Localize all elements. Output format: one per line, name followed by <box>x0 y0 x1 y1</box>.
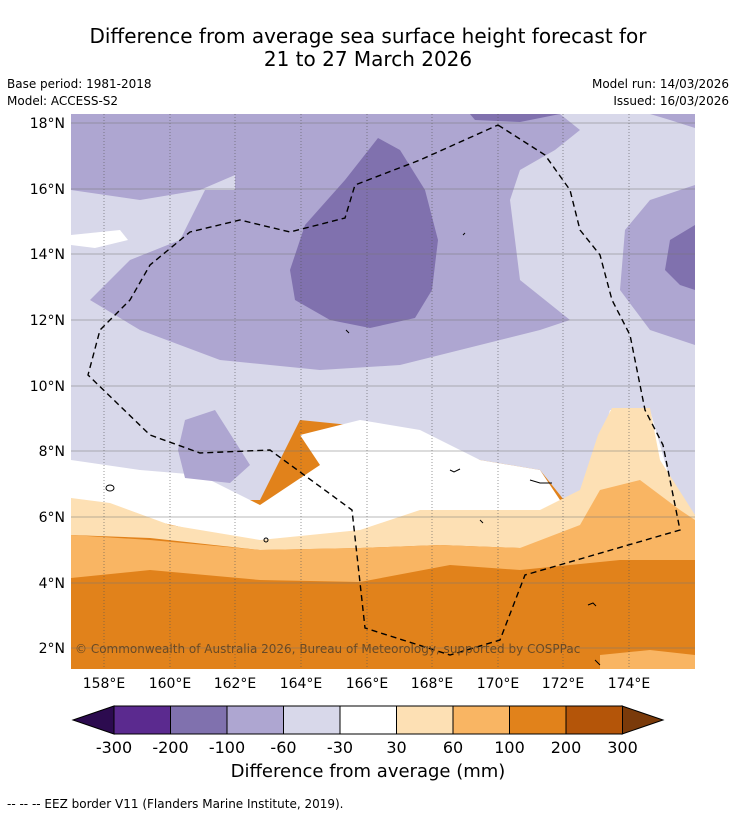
lat-tick-label: 4°N <box>39 576 65 592</box>
copyright-notice: © Commonwealth of Australia 2026, Bureau… <box>75 642 580 656</box>
band-60-100 <box>71 480 695 582</box>
model-run: Model run: 14/03/2026 <box>591 77 729 91</box>
colorbar-tick-label: 200 <box>550 738 582 757</box>
model-name: Model: ACCESS-S2 <box>7 94 119 108</box>
chart-title-line1: Difference from average sea surface heig… <box>89 24 647 48</box>
colorbar-title: Difference from average (mm) <box>230 761 506 782</box>
colorbar-tick-label: -200 <box>152 738 189 757</box>
colorbar-cell <box>226 705 284 735</box>
colorbar-tick-label: 30 <box>386 738 407 757</box>
colorbar-cell <box>452 705 510 735</box>
colorbar-tick-label: -300 <box>95 738 133 757</box>
band-neg100-neg200-north <box>470 114 560 122</box>
lat-tick-label: 2°N <box>39 641 65 657</box>
lat-tick-label: 10°N <box>30 379 65 395</box>
colorbar-cell <box>113 705 171 735</box>
band-neg60-neg100-patch <box>178 410 250 483</box>
lon-tick-label: 164°E <box>280 676 323 692</box>
colorbar-cell <box>565 705 623 735</box>
chart-title-line2: 21 to 27 March 2026 <box>263 47 473 71</box>
lat-tick-label: 18°N <box>30 116 65 132</box>
issued-date: Issued: 16/03/2026 <box>613 94 729 108</box>
islands <box>105 232 601 666</box>
colorbar-tick-label: -30 <box>326 738 354 757</box>
lon-tick-label: 170°E <box>477 676 520 692</box>
band-neg100-neg200 <box>290 138 438 328</box>
lat-tick-label: 6°N <box>39 510 65 526</box>
lat-tick-label: 16°N <box>30 182 65 198</box>
colorbar-over-arrow <box>621 705 665 735</box>
sea-height-field: © Commonwealth of Australia 2026, Bureau… <box>71 114 695 669</box>
band-60-100-south <box>600 650 695 669</box>
band-neg100-neg200-east <box>665 225 695 290</box>
colorbar-tick-label: 100 <box>494 738 525 757</box>
colorbar-tick-label: -100 <box>208 738 246 757</box>
colorbar-tick-label: 60 <box>442 738 464 757</box>
colorbar-tick-label: 300 <box>607 738 638 757</box>
colorbar-tick-label: -60 <box>270 738 297 757</box>
band-30-60 <box>71 408 695 550</box>
colorbar-cell <box>339 705 397 735</box>
neutral-patch <box>71 230 128 248</box>
base-period: Base period: 1981-2018 <box>7 77 152 91</box>
lat-gridlines <box>71 122 695 649</box>
lat-axis: 18°N 16°N 14°N 12°N 10°N 8°N 6°N 4°N 2°N <box>30 116 65 657</box>
lat-tick-label: 12°N <box>30 313 65 329</box>
lon-tick-label: 168°E <box>411 676 454 692</box>
lon-axis: 158°E 160°E 162°E 164°E 166°E 168°E 170°… <box>83 676 651 692</box>
lon-tick-label: 158°E <box>83 676 126 692</box>
lat-tick-label: 14°N <box>30 247 65 263</box>
lon-tick-label: 162°E <box>214 676 257 692</box>
eez-border <box>87 124 681 656</box>
colorbar-cell <box>170 705 228 735</box>
lon-gridlines <box>103 114 630 669</box>
colorbar-under-arrow <box>71 705 115 735</box>
colorbar-cell <box>283 705 341 735</box>
colorbar-cell <box>509 705 567 735</box>
colorbar-cell <box>396 705 454 735</box>
colorbar <box>71 705 665 735</box>
lon-tick-label: 166°E <box>346 676 389 692</box>
lon-tick-label: 172°E <box>542 676 585 692</box>
band-neg60-neg100-east <box>620 185 695 345</box>
lat-tick-label: 8°N <box>39 444 65 460</box>
eez-legend-note: -- -- -- EEZ border V11 (Flanders Marine… <box>7 797 344 811</box>
lon-tick-label: 160°E <box>149 676 192 692</box>
band-neg60-neg100-nw <box>71 114 235 200</box>
lon-tick-label: 174°E <box>608 676 651 692</box>
